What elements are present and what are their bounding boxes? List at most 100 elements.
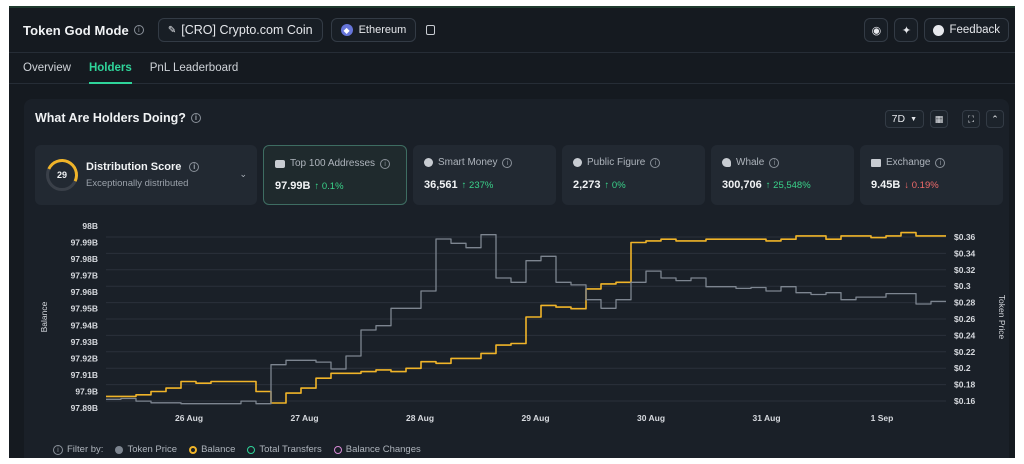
metric-label: Public Figure [587, 157, 646, 168]
metric-exchange[interactable]: Exchange i 9.45B ↓ 0.19% [860, 145, 1003, 205]
legend-dot [115, 445, 124, 454]
watch-button[interactable]: ◉ [864, 18, 889, 42]
tab-pnl-leaderboard[interactable]: PnL Leaderboard [149, 62, 239, 74]
pin-button[interactable]: ✦ [894, 18, 919, 42]
filter-by-text: Filter by: [67, 444, 104, 455]
chat-bubble-icon [933, 24, 945, 36]
nav-tabs: Overview Holders PnL Leaderboard [9, 52, 1015, 84]
chain-name: Ethereum [358, 24, 407, 36]
token-name: [CRO] Crypto.com Coin [181, 23, 313, 37]
y-tick-label: 97.96B [71, 287, 98, 297]
distribution-title: Distribution Score i [86, 161, 200, 173]
metric-label-row: Public Figure i [573, 157, 694, 168]
info-icon[interactable]: i [133, 25, 144, 35]
metric-value-row: 2,273 ↑ 0% [573, 179, 694, 191]
ethereum-icon: ◆ [340, 24, 353, 36]
timeframe-value: 7D [891, 113, 906, 125]
x-tick-label: 28 Aug [406, 413, 434, 423]
x-tick-label: 27 Aug [290, 413, 318, 423]
wallet-icon [275, 159, 285, 168]
info-icon[interactable]: i [190, 113, 201, 123]
info-icon[interactable]: i [380, 158, 391, 169]
y-tick-label: 97.98B [71, 254, 98, 264]
y2-tick-label: $0.3 [954, 281, 971, 291]
metrics-row: 29 Distribution Score i Exceptionally di… [35, 145, 1003, 205]
metric-value: 97.99B [275, 180, 311, 192]
metric-value: 2,273 [573, 179, 601, 191]
metric-change: ↑ 237% [461, 180, 494, 191]
distribution-score-ring: 29 [46, 159, 78, 191]
timeframe-select[interactable]: 7D ▼ [884, 110, 924, 128]
info-icon[interactable]: i [935, 157, 946, 168]
metric-value-row: 36,561 ↑ 237% [424, 179, 545, 191]
legend-label: Balance [201, 444, 236, 455]
metric-change: ↑ 0.1% [314, 181, 344, 192]
distribution-score-card[interactable]: 29 Distribution Score i Exceptionally di… [35, 145, 257, 205]
distribution-subtitle: Exceptionally distributed [86, 178, 189, 189]
y-tick-label: 97.89B [71, 403, 98, 413]
y-tick-label: 97.9B [75, 386, 98, 396]
chevron-down-icon[interactable]: ⌄ [239, 169, 247, 179]
y2-axis-label: Token Price [997, 295, 1007, 340]
legend-label: Balance Changes [345, 444, 421, 455]
y2-tick-label: $0.34 [954, 248, 976, 258]
feedback-button[interactable]: Feedback [924, 18, 1009, 42]
y-tick-label: 97.95B [71, 304, 98, 314]
calendar-button[interactable]: ▦ [930, 110, 948, 128]
metric-whale[interactable]: Whale i 300,706 ↑ 25,548% [711, 145, 854, 205]
metric-change: ↑ 25,548% [765, 180, 811, 191]
legend-balance[interactable]: Balance [189, 444, 235, 455]
bank-icon [871, 158, 881, 167]
chain-selector[interactable]: ◆ Ethereum [330, 18, 417, 42]
tab-holders[interactable]: Holders [88, 53, 132, 84]
metric-label: Top 100 Addresses [290, 158, 376, 169]
y2-tick-label: $0.16 [954, 396, 976, 406]
metric-top-100-addresses[interactable]: Top 100 Addresses i 97.99B ↑ 0.1% [263, 145, 407, 205]
legend-dot [333, 445, 342, 454]
legend-balance-changes[interactable]: Balance Changes [333, 444, 421, 455]
metric-smart-money[interactable]: Smart Money i 36,561 ↑ 237% [413, 145, 556, 205]
legend-total-transfers[interactable]: Total Transfers [247, 444, 322, 455]
y-tick-label: 97.99B [71, 238, 98, 248]
x-tick-label: 26 Aug [175, 413, 203, 423]
expand-button[interactable]: ⛶ [962, 110, 980, 128]
y2-tick-label: $0.36 [954, 232, 976, 242]
metric-label: Exchange [886, 157, 931, 168]
info-icon[interactable]: i [650, 157, 661, 168]
info-icon[interactable]: i [189, 162, 200, 172]
metric-value: 300,706 [722, 179, 762, 191]
metric-label-row: Whale i [722, 157, 843, 168]
top-bar: Token God Mode i ✎ [CRO] Crypto.com Coin… [9, 8, 1015, 52]
legend-token-price[interactable]: Token Price [115, 444, 177, 455]
info-icon[interactable]: i [502, 157, 513, 168]
x-tick-label: 29 Aug [521, 413, 549, 423]
expand-icon: ⛶ [967, 113, 975, 124]
calendar-icon: ▦ [934, 113, 944, 124]
metric-public-figure[interactable]: Public Figure i 2,273 ↑ 0% [562, 145, 705, 205]
pencil-icon: ✎ [167, 24, 177, 36]
legend-label: Total Transfers [259, 444, 322, 455]
metric-label: Smart Money [438, 157, 498, 168]
holders-panel: What Are Holders Doing? i 7D ▼ ▦ ⛶ ⌃ 29 … [24, 99, 1009, 458]
panel-title: What Are Holders Doing? i [35, 111, 201, 125]
metric-label: Whale [736, 157, 765, 168]
y-tick-label: 97.93B [71, 337, 98, 347]
metric-value: 9.45B [871, 179, 901, 191]
y-tick-label: 97.92B [71, 353, 98, 363]
whale-icon [722, 158, 731, 167]
metric-change: ↑ 0% [604, 180, 626, 191]
holders-chart[interactable]: 98B 97.99B 97.98B 97.97B 97.96B 97.95B 97.94B 9… [24, 99, 1009, 444]
feedback-label: Feedback [949, 24, 1000, 36]
metric-value-row: 300,706 ↑ 25,548% [722, 179, 843, 191]
metric-label-row: Top 100 Addresses i [275, 158, 395, 169]
y-tick-label: 97.94B [71, 320, 98, 330]
filter-info-icon: i [53, 444, 63, 455]
info-icon[interactable]: i [769, 157, 780, 168]
token-selector[interactable]: ✎ [CRO] Crypto.com Coin [157, 18, 323, 42]
tab-overview[interactable]: Overview [23, 62, 71, 74]
distribution-title-text: Distribution Score [86, 161, 182, 173]
collapse-button[interactable]: ⌃ [986, 110, 1004, 128]
copy-icon[interactable] [426, 25, 436, 35]
distribution-text: Distribution Score i Exceptionally distr… [86, 161, 200, 189]
pin-icon: ✦ [901, 24, 912, 37]
